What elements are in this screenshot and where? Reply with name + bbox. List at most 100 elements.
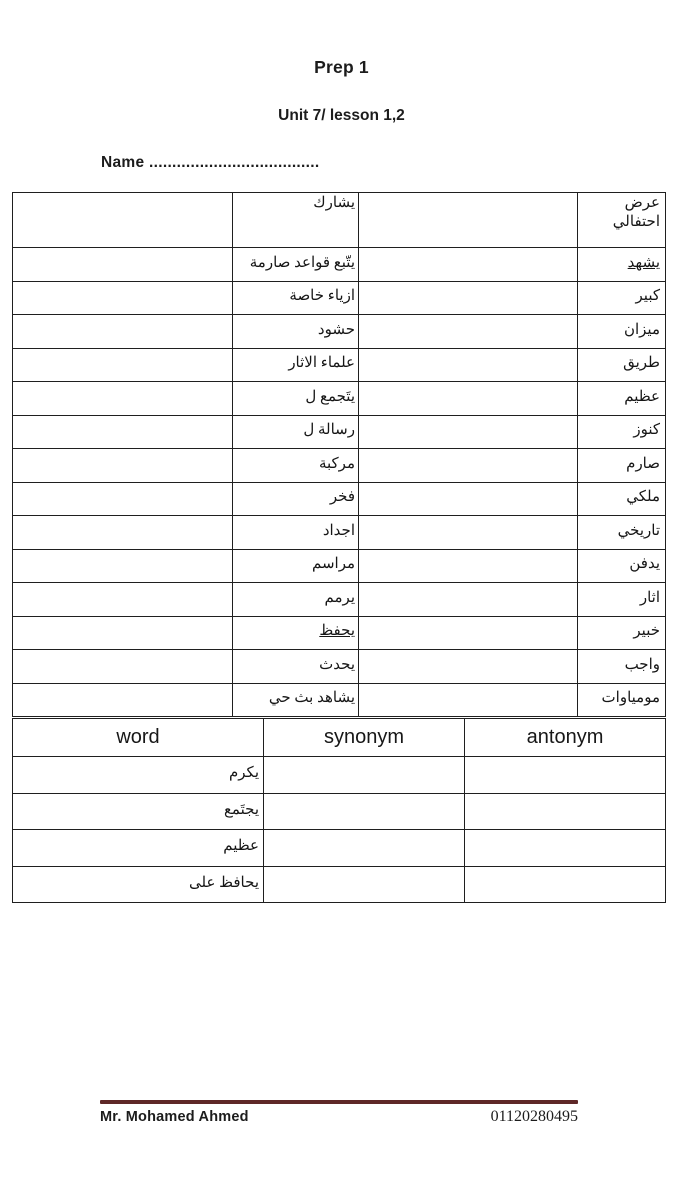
translation-cell-blank xyxy=(358,615,578,650)
meaning-cell: يشارك xyxy=(232,192,359,248)
translation-cell-blank xyxy=(358,414,578,449)
wsa-row: يحافظ على xyxy=(12,865,666,903)
synonym-cell-blank xyxy=(263,865,465,903)
translation-cell-blank xyxy=(12,280,233,315)
vocab-row: واجب يحدث xyxy=(12,649,666,684)
column-header-antonym: antonym xyxy=(464,718,666,757)
antonym-cell-blank xyxy=(464,756,666,794)
translation-cell-blank xyxy=(358,582,578,617)
meaning-cell: علماء الاثار xyxy=(232,347,359,382)
page-subtitle: Unit 7/ lesson 1,2 xyxy=(278,107,405,124)
meaning-cell: يتَجمع ل xyxy=(232,381,359,416)
translation-cell-blank xyxy=(358,192,578,248)
word-cell: ملكي xyxy=(577,481,666,516)
meaning-cell: رسالة ل xyxy=(232,414,359,449)
teacher-name: Mr. Mohamed Ahmed xyxy=(100,1109,249,1125)
meaning-cell: يرمم xyxy=(232,582,359,617)
meaning-cell: يحفظ xyxy=(232,615,359,650)
translation-cell-blank xyxy=(358,481,578,516)
wsa-table-body: يكرم يجتَمع عظيم يحافظ على xyxy=(12,756,666,903)
name-field: Name ...................................… xyxy=(101,154,320,171)
vocab-row: كبير ازياء خاصة xyxy=(12,280,666,315)
word-cell: واجب xyxy=(577,649,666,684)
wsa-header-row: word synonym antonym xyxy=(12,718,666,757)
antonym-cell-blank xyxy=(464,792,666,830)
translation-cell-blank xyxy=(358,515,578,550)
word-cell: يدفن xyxy=(577,548,666,583)
synonym-cell-blank xyxy=(263,792,465,830)
translation-cell-blank xyxy=(12,247,233,282)
synonym-cell-blank xyxy=(263,756,465,794)
translation-cell-blank xyxy=(12,582,233,617)
translation-cell-blank xyxy=(358,448,578,483)
translation-cell-blank xyxy=(12,381,233,416)
translation-cell-blank xyxy=(12,649,233,684)
vocab-row: مومياوات يشاهد بث حي xyxy=(12,682,666,717)
footer: Mr. Mohamed Ahmed 01120280495 xyxy=(100,1108,578,1126)
wsa-row: عظيم xyxy=(12,829,666,867)
translation-cell-blank xyxy=(12,682,233,717)
word-cell: تاريخي xyxy=(577,515,666,550)
vocab-row: خبير يحفظ xyxy=(12,615,666,650)
vocab-row: يدفن مراسم xyxy=(12,548,666,583)
meaning-cell: مركبة xyxy=(232,448,359,483)
translation-cell-blank xyxy=(12,515,233,550)
vocab-row: ميزان حشود xyxy=(12,314,666,349)
wsa-row: يكرم xyxy=(12,756,666,794)
word-cell: صارم xyxy=(577,448,666,483)
meaning-cell: يشاهد بث حي xyxy=(232,682,359,717)
wsa-word-cell: يحافظ على xyxy=(12,865,264,903)
translation-cell-blank xyxy=(358,381,578,416)
meaning-cell: فخر xyxy=(232,481,359,516)
antonym-cell-blank xyxy=(464,829,666,867)
word-cell: ميزان xyxy=(577,314,666,349)
vocab-row: عرض احتفالي يشارك xyxy=(12,192,666,248)
page-title: Prep 1 xyxy=(314,57,369,77)
wsa-word-cell: يكرم xyxy=(12,756,264,794)
translation-cell-blank xyxy=(358,247,578,282)
translation-cell-blank xyxy=(12,347,233,382)
word-cell: مومياوات xyxy=(577,682,666,717)
antonym-cell-blank xyxy=(464,865,666,903)
word-cell: خبير xyxy=(577,615,666,650)
wsa-word-cell: عظيم xyxy=(12,829,264,867)
wsa-row: يجتَمع xyxy=(12,792,666,830)
meaning-cell: اجداد xyxy=(232,515,359,550)
vocab-row: صارم مركبة xyxy=(12,448,666,483)
wsa-word-cell: يجتَمع xyxy=(12,792,264,830)
vocab-row: اثار يرمم xyxy=(12,582,666,617)
meaning-cell: يحدث xyxy=(232,649,359,684)
meaning-cell: مراسم xyxy=(232,548,359,583)
translation-cell-blank xyxy=(12,448,233,483)
meaning-cell: يتّبع قواعد صارمة xyxy=(232,247,359,282)
vocabulary-table-body: عرض احتفالي يشارك يشهد يتّبع قواعد صارمة كبي… xyxy=(12,192,666,717)
translation-cell-blank xyxy=(358,347,578,382)
column-header-word: word xyxy=(12,718,264,757)
translation-cell-blank xyxy=(358,314,578,349)
translation-cell-blank xyxy=(12,314,233,349)
vocabulary-table: عرض احتفالي يشارك يشهد يتّبع قواعد صارمة كبي… xyxy=(12,192,666,717)
vocab-row: ملكي فخر xyxy=(12,481,666,516)
vocab-row: عظيم يتَجمع ل xyxy=(12,381,666,416)
word-cell: يشهد xyxy=(577,247,666,282)
translation-cell-blank xyxy=(12,192,233,248)
word-cell: عظيم xyxy=(577,381,666,416)
translation-cell-blank xyxy=(12,548,233,583)
word-cell: اثار xyxy=(577,582,666,617)
word-cell: طريق xyxy=(577,347,666,382)
translation-cell-blank xyxy=(12,615,233,650)
meaning-cell: ازياء خاصة xyxy=(232,280,359,315)
translation-cell-blank xyxy=(12,414,233,449)
translation-cell-blank xyxy=(358,280,578,315)
word-cell: كبير xyxy=(577,280,666,315)
translation-cell-blank xyxy=(358,682,578,717)
vocab-row: كنوز رسالة ل xyxy=(12,414,666,449)
word-synonym-antonym-table: word synonym antonym يكرم يجتَمع عظيم يحافظ… xyxy=(12,718,666,903)
translation-cell-blank xyxy=(358,548,578,583)
translation-cell-blank xyxy=(358,649,578,684)
footer-divider xyxy=(100,1100,578,1104)
vocab-row: تاريخي اجداد xyxy=(12,515,666,550)
word-cell: عرض احتفالي xyxy=(577,192,666,248)
vocab-row: طريق علماء الاثار xyxy=(12,347,666,382)
